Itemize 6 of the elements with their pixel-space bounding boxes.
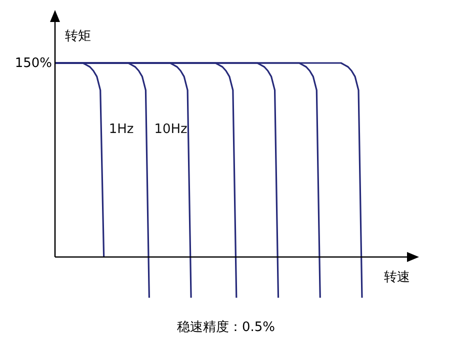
text: 150% [14, 56, 52, 71]
series-label: 1Hz [108, 122, 134, 137]
series-label: 10Hz [154, 122, 188, 137]
text: 稳速精度：0.5% [176, 319, 276, 335]
y-axis-title: 转矩 [65, 29, 91, 44]
x-axis-title: 转速 [384, 270, 410, 285]
